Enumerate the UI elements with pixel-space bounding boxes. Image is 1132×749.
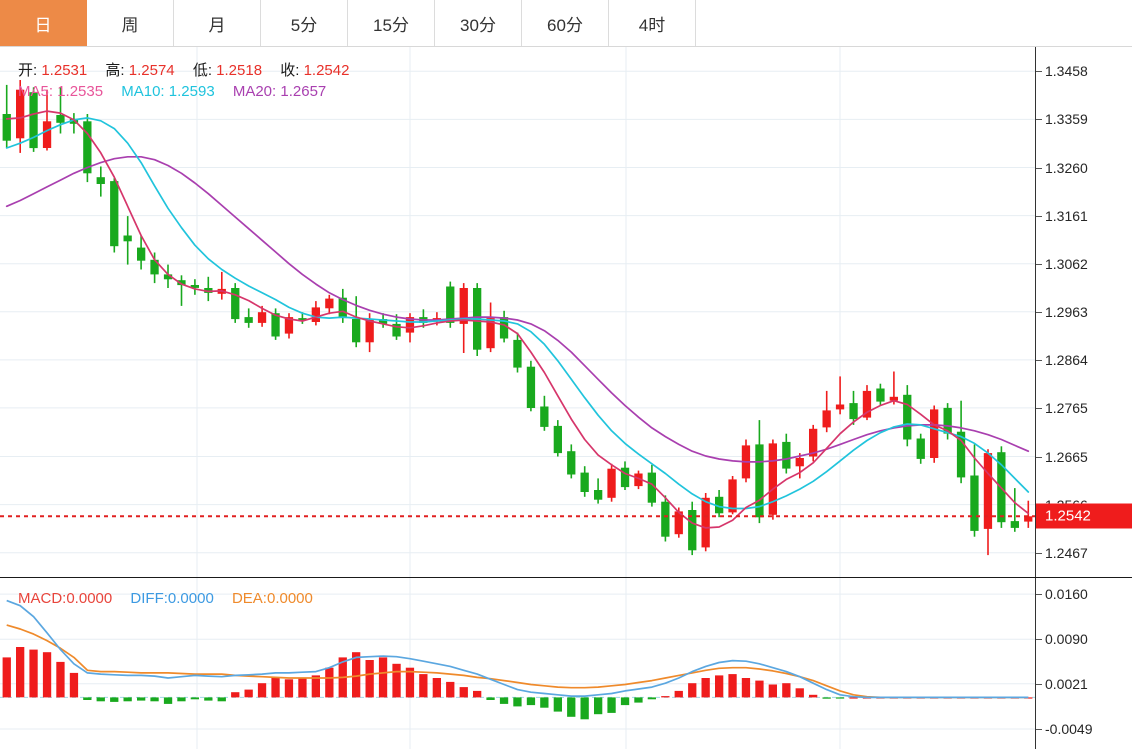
macd-axis-tick xyxy=(1036,683,1042,685)
tab-label: 4时 xyxy=(638,15,666,35)
price-axis-tick xyxy=(1036,552,1042,554)
tab-label: 60分 xyxy=(547,15,583,35)
chart-container: 1.3458 1.3359 1.3260 1.3161 1.3062 1.2963 1.28… xyxy=(0,47,1132,749)
price-axis: 1.3458 1.3359 1.3260 1.3161 1.3062 1.2963 1.28… xyxy=(1035,47,1132,577)
tab-month[interactable]: 月 xyxy=(174,0,261,46)
current-price-badge: 1.2542 xyxy=(1036,503,1132,529)
price-axis-label: 1.2963 xyxy=(1045,303,1088,320)
tab-label: 日 xyxy=(34,15,52,35)
macd-axis-label: 0.0021 xyxy=(1045,675,1088,692)
price-axis-label: 1.3359 xyxy=(1045,111,1088,128)
macd-axis-label: -0.0049 xyxy=(1045,721,1093,737)
tab-5min[interactable]: 5分 xyxy=(261,0,348,46)
tab-label: 30分 xyxy=(460,15,496,35)
tab-label: 月 xyxy=(208,15,226,35)
price-axis-tick xyxy=(1036,456,1042,458)
macd-axis-tick xyxy=(1036,594,1042,596)
price-axis-label: 1.2765 xyxy=(1045,399,1088,416)
macd-canvas xyxy=(0,578,1035,749)
price-axis-label: 1.2665 xyxy=(1045,448,1088,465)
price-axis-tick xyxy=(1036,71,1042,73)
macd-axis-tick xyxy=(1036,729,1042,730)
macd-panel[interactable]: 0.0160 0.0090 0.0021 -0.0049 xyxy=(0,578,1132,749)
tab-label: 15分 xyxy=(373,15,409,35)
price-axis-tick xyxy=(1036,167,1042,169)
price-plot[interactable] xyxy=(0,47,1035,577)
price-axis-tick xyxy=(1036,215,1042,217)
macd-axis: 0.0160 0.0090 0.0021 -0.0049 xyxy=(1035,578,1132,749)
macd-plot[interactable] xyxy=(0,578,1035,749)
price-axis-tick xyxy=(1036,263,1042,265)
tab-4hour[interactable]: 4时 xyxy=(609,0,696,46)
timeframe-tabbar: 日 周 月 5分 15分 30分 60分 4时 xyxy=(0,0,1132,47)
price-axis-label: 1.2467 xyxy=(1045,544,1088,561)
price-axis-label: 1.2864 xyxy=(1045,351,1088,368)
price-axis-label: 1.3161 xyxy=(1045,207,1088,224)
tab-30min[interactable]: 30分 xyxy=(435,0,522,46)
macd-axis-label: 0.0160 xyxy=(1045,586,1088,603)
tab-week[interactable]: 周 xyxy=(87,0,174,46)
macd-axis-label: 0.0090 xyxy=(1045,631,1088,648)
price-axis-label: 1.3458 xyxy=(1045,63,1088,80)
price-canvas xyxy=(0,47,1035,577)
price-axis-tick xyxy=(1036,407,1042,409)
price-axis-label: 1.3062 xyxy=(1045,255,1088,272)
price-axis-tick xyxy=(1036,119,1042,121)
price-panel[interactable]: 1.3458 1.3359 1.3260 1.3161 1.3062 1.2963 1.28… xyxy=(0,47,1132,578)
tab-label: 周 xyxy=(121,15,139,35)
tab-15min[interactable]: 15分 xyxy=(348,0,435,46)
tab-60min[interactable]: 60分 xyxy=(522,0,609,46)
tab-day[interactable]: 日 xyxy=(0,0,87,46)
tabbar-filler xyxy=(696,0,1132,46)
price-axis-label: 1.3260 xyxy=(1045,159,1088,176)
macd-axis-tick xyxy=(1036,639,1042,641)
price-axis-tick xyxy=(1036,311,1042,313)
price-axis-tick xyxy=(1036,359,1042,361)
tab-label: 5分 xyxy=(290,15,318,35)
